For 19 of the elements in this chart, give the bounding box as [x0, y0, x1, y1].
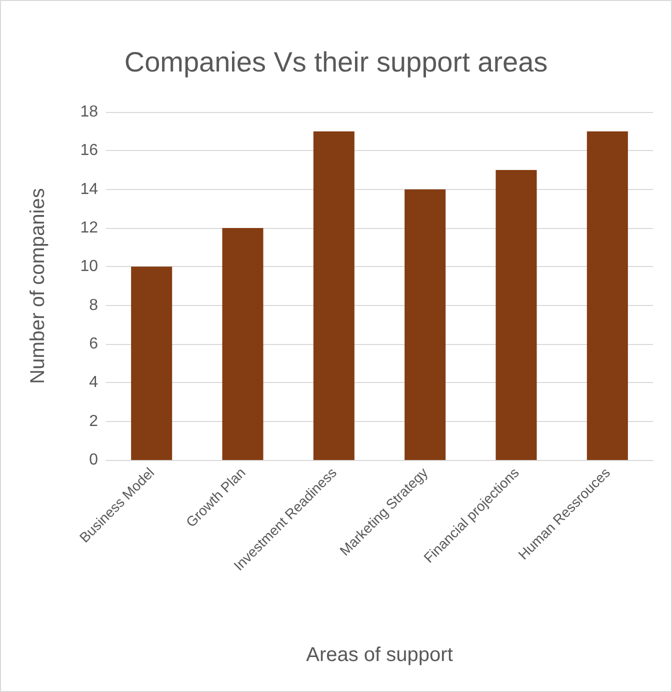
x-axis-title: Areas of support — [306, 644, 454, 666]
y-tick-label: 16 — [80, 142, 98, 160]
y-tick-label: 18 — [80, 104, 98, 120]
y-tick-label: 8 — [89, 296, 98, 314]
y-tick-label: 4 — [89, 374, 98, 392]
bar — [496, 170, 537, 460]
y-tick-label: 6 — [89, 336, 98, 352]
y-axis-title: Number of companies — [27, 188, 49, 384]
bar — [131, 266, 172, 460]
y-tick-label: 14 — [80, 180, 98, 198]
y-tick-label: 10 — [80, 258, 98, 276]
bar — [404, 189, 446, 460]
bar — [586, 131, 628, 460]
y-tick-label: 12 — [80, 220, 98, 236]
y-tick-label: 2 — [89, 412, 98, 430]
chart-title: Companies Vs their support areas — [124, 46, 548, 78]
bar — [313, 131, 354, 460]
y-tick-label: 0 — [89, 452, 98, 468]
bar — [222, 228, 264, 460]
